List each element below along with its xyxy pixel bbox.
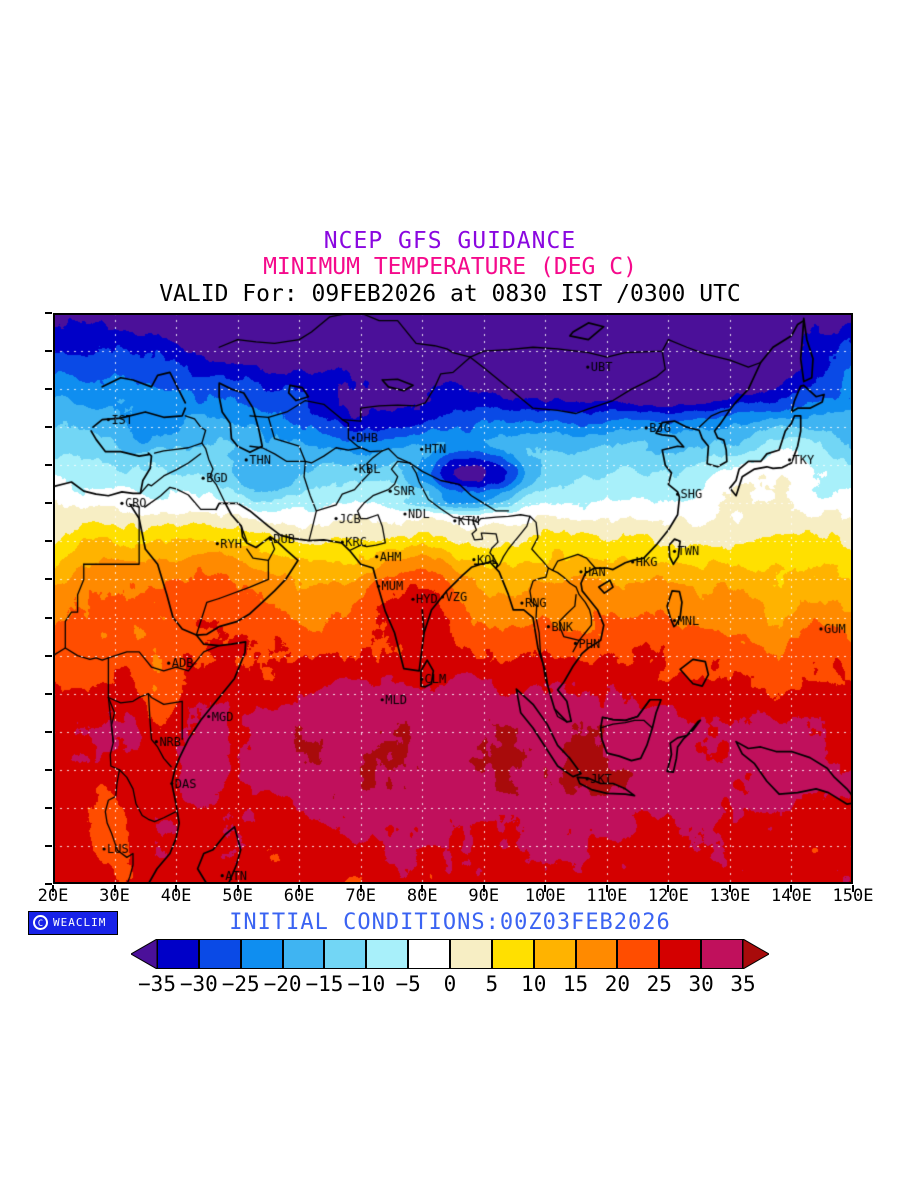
colorbar-swatch[interactable]	[450, 939, 492, 969]
weaclim-label: WEACLIM	[53, 916, 107, 929]
title-line-variable: MINIMUM TEMPERATURE (DEG C)	[263, 254, 637, 280]
colorbar-tick: −25	[221, 972, 260, 996]
x-axis-label: 120E	[647, 886, 689, 906]
y-tick	[45, 388, 52, 391]
x-tick	[113, 885, 116, 892]
x-axis-label: 80E	[406, 886, 438, 906]
y-tick	[45, 312, 52, 314]
x-tick	[790, 885, 793, 892]
colorbar-tick: 15	[562, 972, 589, 996]
colorbar-under-arrow	[129, 938, 158, 970]
y-tick	[45, 730, 52, 733]
title-line-valid: VALID For: 09FEB2026 at 0830 IST /0300 U…	[159, 281, 741, 307]
y-tick	[45, 578, 52, 581]
colorbar-swatch[interactable]	[617, 939, 660, 969]
y-tick	[45, 883, 52, 885]
x-axis-label: 150E	[832, 886, 874, 906]
colorbar-tick: 30	[688, 972, 714, 996]
colorbar-tick: −15	[305, 972, 344, 996]
colorbar-swatch[interactable]	[157, 939, 199, 969]
x-tick	[728, 885, 731, 892]
colorbar-swatch[interactable]	[659, 939, 702, 969]
y-tick	[45, 692, 52, 695]
colorbar-tick: 25	[646, 972, 672, 996]
x-tick	[605, 885, 608, 892]
colorbar-swatch[interactable]	[198, 939, 241, 969]
y-tick	[45, 426, 52, 429]
x-tick	[421, 885, 424, 892]
y-tick	[45, 768, 52, 771]
colorbar-swatch[interactable]	[491, 939, 534, 969]
colorbar-tick: 0	[443, 972, 457, 996]
weaclim-badge: C WEACLIM	[28, 911, 118, 935]
x-axis-label: 50E	[222, 886, 253, 906]
x-axis-label: 100E	[524, 886, 566, 906]
initial-conditions-text: INITIAL CONDITIONS:00Z03FEB2026	[229, 910, 671, 935]
colorbar-over-arrow	[742, 938, 771, 970]
colorbar-tick: −30	[179, 972, 218, 996]
x-tick	[52, 885, 54, 892]
colorbar-swatch[interactable]	[408, 939, 450, 969]
x-tick	[482, 885, 485, 892]
y-tick	[45, 616, 52, 619]
colorbar-swatch[interactable]	[240, 939, 283, 969]
x-axis-label: 110E	[586, 886, 628, 906]
colorbar-swatch[interactable]	[366, 939, 409, 969]
colorbar-tick: −10	[347, 972, 386, 996]
x-tick	[236, 885, 239, 892]
y-tick	[45, 350, 52, 353]
x-axis-label: 20E	[37, 886, 69, 906]
colorbar-tick: −20	[263, 972, 302, 996]
y-tick	[45, 502, 52, 505]
colorbar-tick: −5	[395, 972, 421, 996]
x-axis-label: 70E	[345, 886, 377, 906]
colorbar-swatch[interactable]	[282, 939, 325, 969]
y-tick	[45, 844, 52, 847]
colorbar-tick: 5	[485, 972, 499, 996]
x-tick	[298, 885, 301, 892]
colorbar[interactable]	[129, 938, 771, 970]
title-block: NCEP GFS GUIDANCE MINIMUM TEMPERATURE (D…	[0, 228, 900, 308]
colorbar-swatch[interactable]	[701, 939, 743, 969]
x-tick	[667, 885, 670, 892]
title-line-model: NCEP GFS GUIDANCE	[323, 228, 577, 254]
y-tick	[45, 654, 52, 657]
colorbar-tick: 20	[604, 972, 631, 996]
x-tick	[359, 885, 362, 892]
x-axis-label: 40E	[160, 886, 192, 906]
colorbar-swatch[interactable]	[575, 939, 618, 969]
colorbar-tick: 10	[521, 972, 547, 996]
x-axis-label: 140E	[770, 886, 812, 906]
y-tick	[45, 806, 52, 809]
x-axis-label: 130E	[709, 886, 751, 906]
x-axis-label: 30E	[99, 886, 130, 906]
x-tick	[544, 885, 547, 892]
colorbar-tick-labels: −35 −30 −25 −20 −15 −10 −5 0 5 10 15 20 25 30 35	[0, 972, 900, 998]
y-tick	[45, 540, 52, 543]
x-tick	[175, 885, 178, 892]
y-tick	[45, 464, 52, 467]
colorbar-tick: −35	[138, 972, 176, 996]
x-axis-label: 60E	[283, 886, 315, 906]
x-tick	[852, 885, 854, 892]
colorbar-swatch[interactable]	[324, 939, 367, 969]
colorbar-swatch[interactable]	[533, 939, 576, 969]
x-axis-label: 90E	[468, 886, 500, 906]
copyright-icon: C	[33, 915, 48, 930]
colorbar-tick: 35	[730, 972, 756, 996]
temperature-heatmap	[53, 313, 853, 884]
